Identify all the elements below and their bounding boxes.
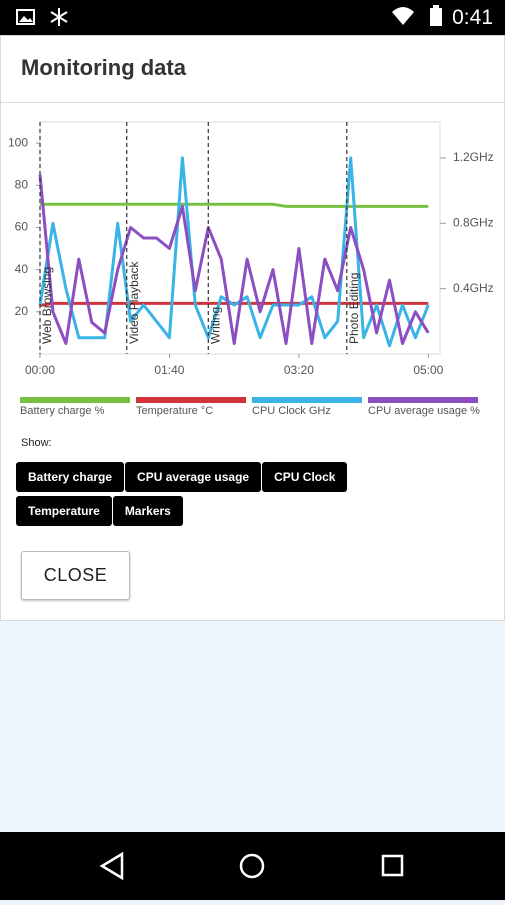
y-tick-label: 40 — [15, 262, 29, 276]
y2-tick-label: 0.8GHz — [453, 215, 494, 229]
clock: 0:41 — [452, 6, 493, 29]
x-tick-label: 03:20 — [284, 363, 314, 377]
y-tick-label: 20 — [15, 304, 29, 318]
back-button[interactable] — [99, 851, 124, 881]
marker-label: Photo Editing — [347, 273, 361, 344]
snowflake-icon — [50, 8, 68, 26]
y2-tick-label: 1.2GHz — [453, 150, 494, 164]
x-tick-label: 00:00 — [25, 363, 55, 377]
marker-label: Video Playback — [127, 261, 141, 345]
dialog-title: Monitoring data — [21, 55, 186, 80]
legend-swatch — [136, 397, 246, 403]
wifi-icon — [392, 7, 414, 25]
series-line — [40, 202, 429, 208]
legend-swatch — [20, 397, 130, 403]
marker-label: Writing — [208, 307, 222, 344]
nav-bar — [0, 832, 505, 900]
y-tick-label: 80 — [15, 177, 29, 191]
y-tick-label: 60 — [15, 220, 29, 234]
y2-tick-label: 0.4GHz — [453, 281, 494, 295]
x-tick-label: 05:00 — [413, 363, 443, 377]
toggle-buttons: Battery charge CPU average usage CPU Clock… — [16, 462, 436, 530]
legend-swatch — [252, 397, 362, 403]
show-label: Show: — [21, 437, 52, 449]
legend-label: CPU Clock GHz — [252, 405, 331, 417]
y-tick-label: 100 — [8, 135, 28, 149]
chart: 20 40 60 80 100 0.4GHz 0.8GHz 1.2GHz 00:00 01:40 0… — [8, 121, 494, 417]
status-icons — [16, 8, 68, 26]
close-button[interactable]: CLOSE — [21, 551, 130, 600]
legend-label: Temperature °C — [136, 405, 213, 417]
battery-icon — [430, 8, 442, 26]
toggle-button[interactable]: Temperature — [16, 496, 112, 526]
system-icons — [392, 5, 442, 26]
recents-button[interactable] — [381, 854, 404, 877]
battery-tip — [433, 5, 439, 8]
nav-icons — [99, 851, 404, 881]
toggle-button[interactable]: CPU Clock — [262, 462, 348, 492]
toggle-button[interactable]: Battery charge — [16, 462, 125, 492]
legend-label: Battery charge % — [20, 405, 105, 417]
series-line — [38, 156, 430, 348]
home-button[interactable] — [239, 853, 265, 879]
divider — [1, 102, 504, 103]
gallery-icon-shape — [19, 16, 33, 22]
gallery-icon — [16, 9, 35, 25]
toggle-button[interactable]: CPU average usage — [125, 462, 262, 492]
x-tick-label: 01:40 — [154, 363, 184, 377]
legend-label: CPU average usage % — [368, 405, 480, 417]
legend-swatch — [368, 397, 478, 403]
marker-label: Web Browsing — [40, 267, 54, 344]
status-bar: 0:41 — [0, 0, 505, 35]
toggle-button[interactable]: Markers — [112, 496, 183, 526]
series-line — [38, 174, 430, 345]
